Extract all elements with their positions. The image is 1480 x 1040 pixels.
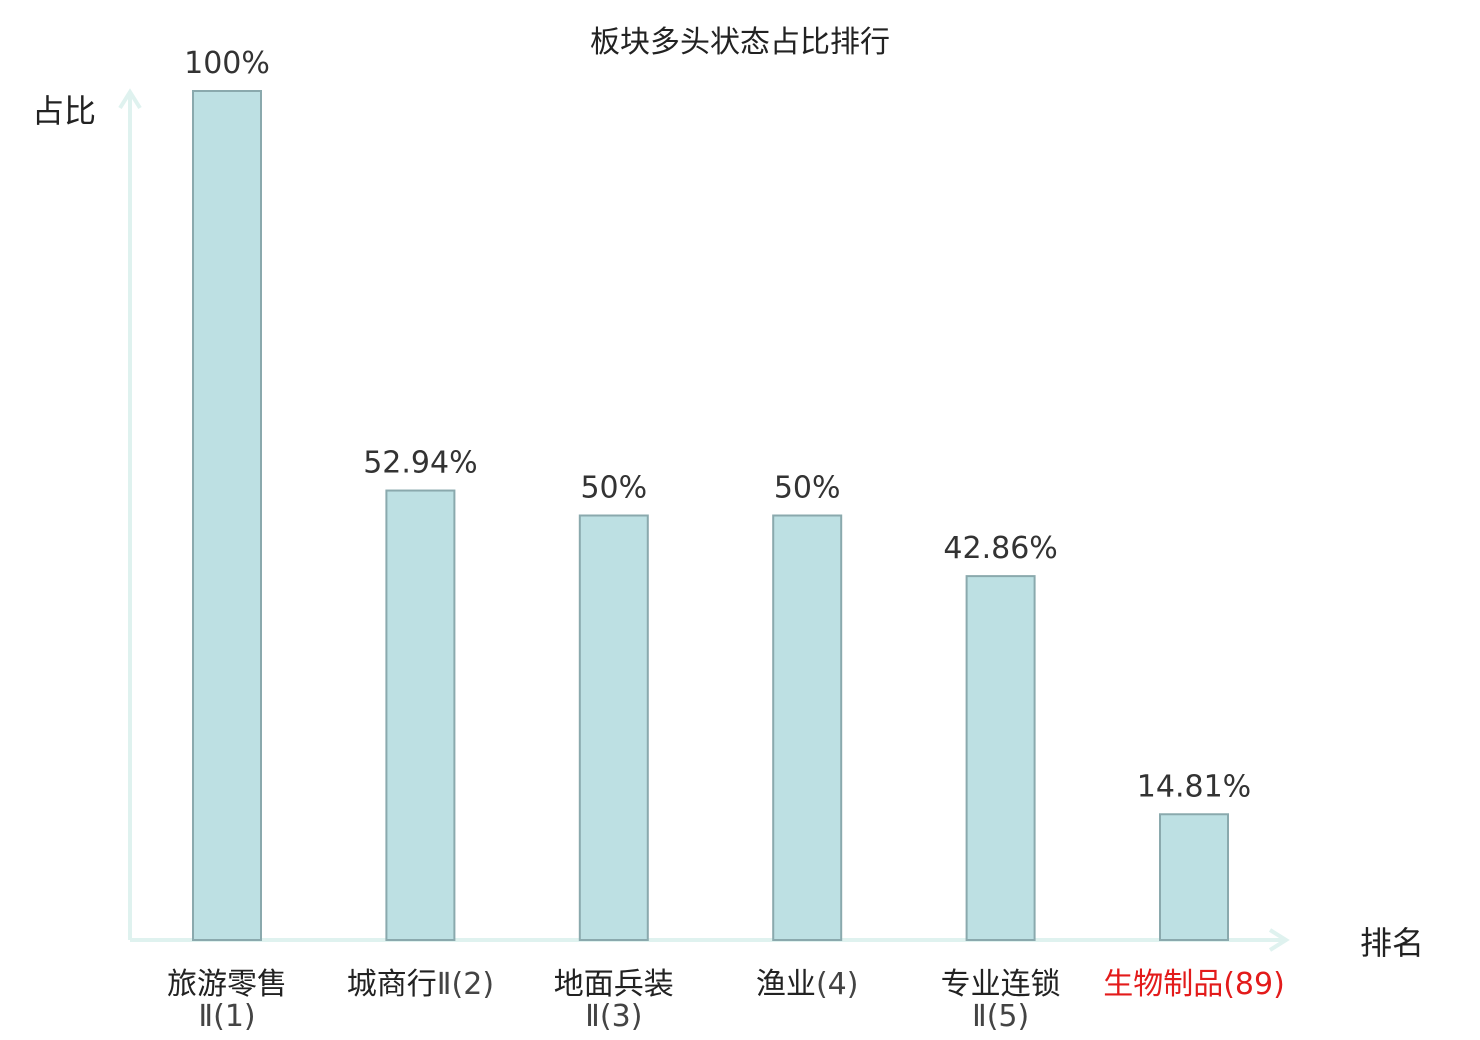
value-label-6: 14.81% <box>1137 769 1251 804</box>
category-suffix: Ⅱ(3) <box>585 999 642 1034</box>
y-axis-arrow <box>118 88 142 110</box>
x-axis-arrow <box>1268 928 1290 952</box>
bar-6 <box>1159 813 1229 942</box>
value-label-4: 50% <box>774 471 841 506</box>
category-name: 旅游零售 <box>167 967 287 1002</box>
category-suffix: Ⅱ(2) <box>437 967 494 1002</box>
value-label-2: 52.94% <box>363 446 477 481</box>
bar-3 <box>578 514 649 941</box>
bar-1 <box>192 90 262 941</box>
category-suffix: (4) <box>816 967 859 1002</box>
category-label-2: 城商行Ⅱ(2) <box>347 967 494 1002</box>
y-axis-label: 占比 <box>32 92 96 130</box>
category-label-5: 专业连锁 Ⅱ(5) <box>941 967 1061 1034</box>
category-name: 专业连锁 <box>941 967 1061 1002</box>
category-suffix: (89) <box>1223 967 1285 1002</box>
category-suffix: Ⅱ(5) <box>972 999 1029 1034</box>
bar-5 <box>965 575 1036 941</box>
category-suffix: Ⅱ(1) <box>198 999 255 1034</box>
x-axis-label: 排名 <box>1360 924 1424 962</box>
category-label-1: 旅游零售 Ⅱ(1) <box>167 967 287 1034</box>
bar-2 <box>385 489 456 941</box>
category-name: 地面兵装 <box>554 967 674 1002</box>
value-label-1: 100% <box>184 46 270 81</box>
category-label-3: 地面兵装 Ⅱ(3) <box>554 967 674 1034</box>
chart-title: 板块多头状态占比排行 <box>590 25 890 60</box>
category-label-4: 渔业(4) <box>756 967 859 1002</box>
value-label-3: 50% <box>580 471 647 506</box>
bar-4 <box>772 514 843 941</box>
category-labels-group: 旅游零售 Ⅱ(1) 城商行Ⅱ(2) 地面兵装 Ⅱ(3) 渔业(4) 专业连锁 Ⅱ(5) 生物制品… <box>167 967 1285 1034</box>
value-label-5: 42.86% <box>943 531 1057 566</box>
category-label-6: 生物制品(89) <box>1103 967 1285 1002</box>
category-name: 城商行 <box>347 967 437 1002</box>
value-labels-group: 100% 52.94% 50% 50% 42.86% 14.81% <box>184 46 1251 804</box>
category-name: 生物制品 <box>1103 967 1223 1002</box>
bars-group <box>192 90 1229 942</box>
category-name: 渔业 <box>756 967 816 1002</box>
